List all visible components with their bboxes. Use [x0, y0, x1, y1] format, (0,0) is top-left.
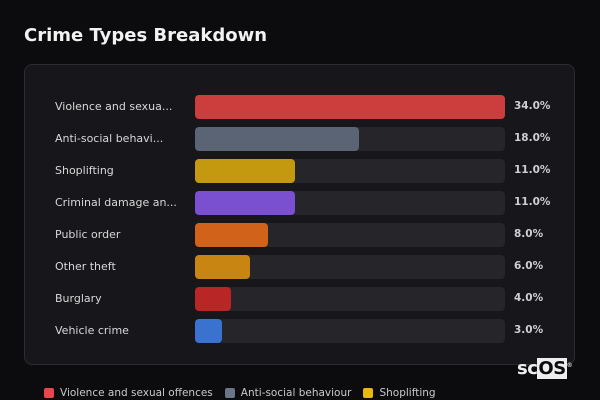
bar-row: Public order 8.0%	[25, 223, 574, 247]
value-label: 6.0%	[514, 260, 544, 272]
legend-swatch	[44, 388, 54, 398]
bar[interactable]	[195, 223, 268, 247]
category-label: Anti-social behavi...	[55, 132, 164, 145]
value-label: 34.0%	[514, 100, 551, 112]
bar[interactable]	[195, 255, 250, 279]
legend-item[interactable]: Shoplifting	[363, 387, 436, 399]
bar[interactable]	[195, 191, 296, 215]
scos-logo: scOS®	[517, 358, 573, 379]
category-label: Burglary	[55, 292, 102, 305]
bar-track	[195, 287, 505, 311]
category-label: Vehicle crime	[55, 324, 129, 337]
bar[interactable]	[195, 287, 232, 311]
value-label: 3.0%	[514, 324, 544, 336]
category-label: Criminal damage an...	[55, 196, 177, 209]
bar[interactable]	[195, 319, 223, 343]
bar-track	[195, 255, 505, 279]
value-label: 11.0%	[514, 164, 551, 176]
chart-card: Violence and sexua... 34.0% Anti-social b…	[24, 64, 575, 365]
bar-row: Shoplifting 11.0%	[25, 159, 574, 183]
category-label: Public order	[55, 228, 121, 241]
legend-item[interactable]: Anti-social behaviour	[224, 387, 352, 399]
legend: Violence and sexual offences Anti-social …	[44, 387, 436, 399]
legend-item[interactable]: Violence and sexual offences	[44, 387, 213, 399]
bar-track	[195, 95, 505, 119]
bar-row: Anti-social behavi... 18.0%	[25, 127, 574, 151]
bar-track	[195, 127, 505, 151]
legend-label: Shoplifting	[379, 387, 436, 399]
bar[interactable]	[195, 159, 296, 183]
bar-row: Vehicle crime 3.0%	[25, 319, 574, 343]
registered-mark: ®	[566, 362, 573, 369]
bar-track	[195, 319, 505, 343]
bar-track	[195, 191, 505, 215]
category-label: Other theft	[55, 260, 116, 273]
value-label: 4.0%	[514, 292, 544, 304]
bar-row: Criminal damage an... 11.0%	[25, 191, 574, 215]
logo-text-box: OS	[537, 358, 567, 379]
bar[interactable]	[195, 127, 360, 151]
legend-label: Violence and sexual offences	[60, 387, 213, 399]
legend-swatch	[224, 388, 235, 398]
bar-track	[195, 223, 505, 247]
bar[interactable]	[195, 95, 505, 119]
bar-row: Other theft 6.0%	[25, 255, 574, 279]
value-label: 18.0%	[514, 132, 551, 144]
value-label: 8.0%	[514, 228, 544, 240]
category-label: Shoplifting	[55, 164, 114, 177]
bar-track	[195, 159, 505, 183]
legend-swatch	[363, 388, 374, 398]
logo-text: sc	[517, 358, 538, 379]
chart-title: Crime Types Breakdown	[24, 25, 268, 46]
category-label: Violence and sexua...	[55, 100, 173, 113]
bar-row: Burglary 4.0%	[25, 287, 574, 311]
value-label: 11.0%	[514, 196, 551, 208]
bar-row: Violence and sexua... 34.0%	[25, 95, 574, 119]
legend-label: Anti-social behaviour	[240, 387, 352, 399]
